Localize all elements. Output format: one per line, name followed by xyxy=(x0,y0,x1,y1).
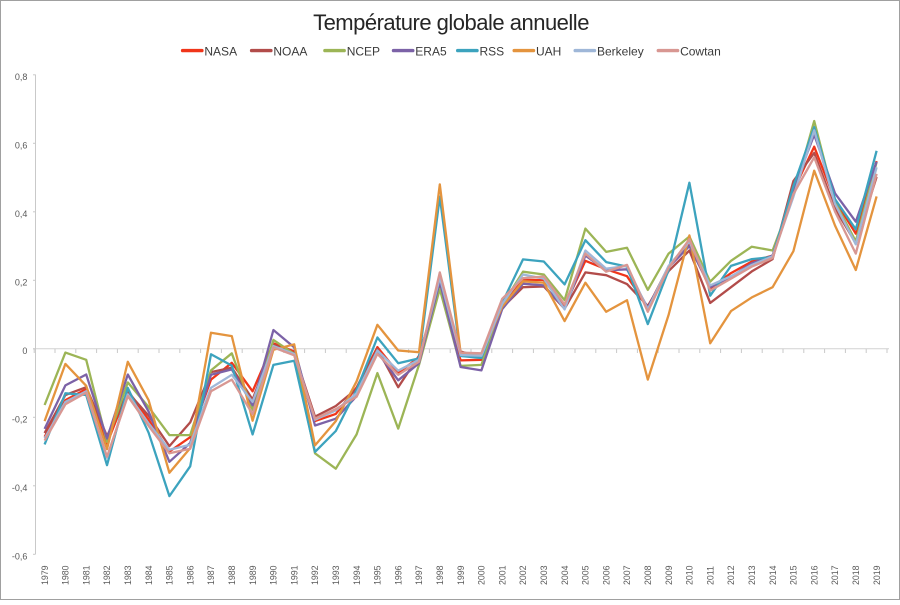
svg-text:Berkeley: Berkeley xyxy=(597,44,644,58)
svg-text:-0,6: -0,6 xyxy=(12,552,28,562)
svg-text:1995: 1995 xyxy=(373,565,383,585)
svg-text:2012: 2012 xyxy=(726,565,736,585)
svg-text:2008: 2008 xyxy=(643,565,653,585)
svg-text:2006: 2006 xyxy=(601,565,611,585)
svg-text:2011: 2011 xyxy=(705,566,715,585)
svg-text:1979: 1979 xyxy=(40,565,50,585)
svg-text:1999: 1999 xyxy=(456,565,466,585)
svg-text:2003: 2003 xyxy=(539,565,549,585)
svg-text:Cowtan: Cowtan xyxy=(680,44,721,58)
svg-text:UAH: UAH xyxy=(536,44,561,58)
svg-text:1981: 1981 xyxy=(81,565,91,585)
svg-text:2014: 2014 xyxy=(768,565,778,585)
svg-text:1996: 1996 xyxy=(393,565,403,585)
svg-text:1980: 1980 xyxy=(61,565,71,585)
svg-text:-0,2: -0,2 xyxy=(12,415,28,425)
svg-text:2000: 2000 xyxy=(477,565,487,585)
svg-text:2004: 2004 xyxy=(560,565,570,585)
svg-text:2013: 2013 xyxy=(747,565,757,585)
svg-text:Température globale annuelle: Température globale annuelle xyxy=(313,10,589,35)
svg-text:0,8: 0,8 xyxy=(15,72,28,82)
svg-text:1985: 1985 xyxy=(165,565,175,585)
svg-text:1991: 1991 xyxy=(289,565,299,585)
svg-text:2018: 2018 xyxy=(851,565,861,585)
svg-text:0,4: 0,4 xyxy=(15,209,28,219)
svg-text:NCEP: NCEP xyxy=(347,44,380,58)
svg-text:2017: 2017 xyxy=(830,565,840,585)
svg-text:1992: 1992 xyxy=(310,565,320,585)
svg-text:1984: 1984 xyxy=(144,565,154,585)
svg-text:1993: 1993 xyxy=(331,565,341,585)
svg-text:2016: 2016 xyxy=(809,565,819,585)
svg-text:1987: 1987 xyxy=(206,565,216,585)
svg-text:2007: 2007 xyxy=(622,565,632,585)
svg-text:-0,4: -0,4 xyxy=(12,483,28,493)
svg-text:2015: 2015 xyxy=(789,565,799,585)
svg-text:1997: 1997 xyxy=(414,565,424,585)
svg-text:ERA5: ERA5 xyxy=(415,44,447,58)
svg-text:0,2: 0,2 xyxy=(15,278,28,288)
svg-text:1990: 1990 xyxy=(269,565,279,585)
svg-text:2005: 2005 xyxy=(581,565,591,585)
svg-text:NASA: NASA xyxy=(204,44,237,58)
svg-text:2009: 2009 xyxy=(664,565,674,585)
svg-text:2010: 2010 xyxy=(685,565,695,585)
svg-text:1986: 1986 xyxy=(185,565,195,585)
svg-text:1982: 1982 xyxy=(102,565,112,585)
svg-text:1983: 1983 xyxy=(123,565,133,585)
svg-text:2019: 2019 xyxy=(872,565,882,585)
svg-text:RSS: RSS xyxy=(480,44,505,58)
svg-text:1988: 1988 xyxy=(227,565,237,585)
svg-text:0: 0 xyxy=(22,346,27,356)
svg-text:1989: 1989 xyxy=(248,565,258,585)
svg-text:NOAA: NOAA xyxy=(273,44,307,58)
svg-text:1998: 1998 xyxy=(435,565,445,585)
svg-text:2002: 2002 xyxy=(518,565,528,585)
svg-text:2001: 2001 xyxy=(497,565,507,585)
svg-text:0,6: 0,6 xyxy=(15,141,28,151)
svg-text:1994: 1994 xyxy=(352,565,362,585)
